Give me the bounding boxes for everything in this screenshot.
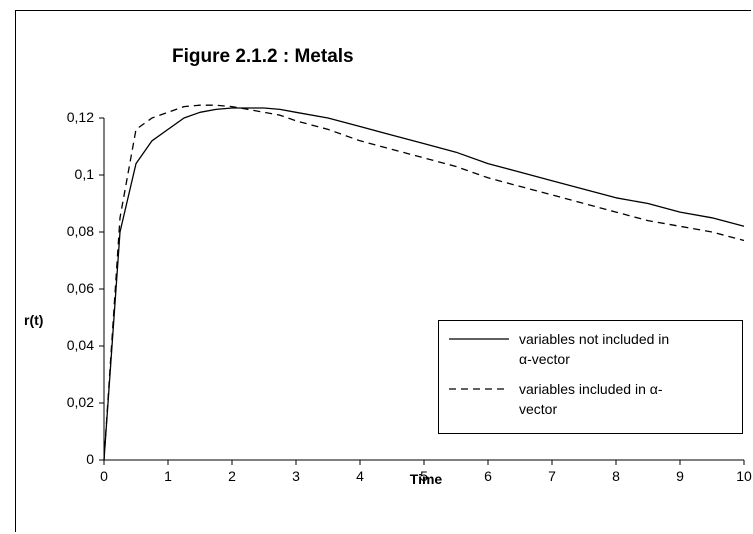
y-tick-label: 0,04 <box>66 337 94 353</box>
x-axis-label: Time <box>409 471 443 487</box>
legend-swatch-dashed <box>449 388 509 390</box>
x-tick-label: 4 <box>356 468 364 484</box>
y-tick-label: 0,06 <box>66 280 94 296</box>
y-tick-label: 0,02 <box>66 394 94 410</box>
x-tick-label: 2 <box>228 468 236 484</box>
x-tick-label: 9 <box>676 468 684 484</box>
legend-text-solid-line2: α-vector <box>519 351 570 367</box>
x-tick-label: 7 <box>548 468 556 484</box>
x-tick-label: 0 <box>100 468 108 484</box>
legend-text-solid-line1: variables not included in <box>519 331 670 347</box>
y-tick-label: 0,08 <box>66 223 94 239</box>
x-tick-label: 3 <box>292 468 300 484</box>
chart-title: Figure 2.1.2 : Metals <box>172 46 354 67</box>
y-tick-label: 0,12 <box>66 109 94 125</box>
y-axis-label: r(t) <box>24 312 44 328</box>
legend-text-dashed: variables included in α- vector <box>519 379 739 419</box>
legend-text-solid: variables not included in α-vector <box>519 329 739 369</box>
x-tick-label: 5 <box>420 468 428 484</box>
series-line-solid <box>103 107 745 461</box>
legend-swatch-solid <box>449 338 509 340</box>
series-line-dashed <box>103 104 745 461</box>
x-tick-label: 10 <box>736 468 752 484</box>
y-tick-label: 0 <box>86 451 94 467</box>
x-tick-label: 1 <box>164 468 172 484</box>
x-tick-label: 6 <box>484 468 492 484</box>
x-tick-label: 8 <box>612 468 620 484</box>
legend: variables not included in α-vector varia… <box>438 320 743 434</box>
legend-text-dashed-line2: vector <box>519 401 558 417</box>
chart-frame <box>15 10 751 532</box>
y-tick-label: 0,1 <box>74 166 94 182</box>
legend-text-dashed-line1: variables included in α- <box>519 381 663 397</box>
